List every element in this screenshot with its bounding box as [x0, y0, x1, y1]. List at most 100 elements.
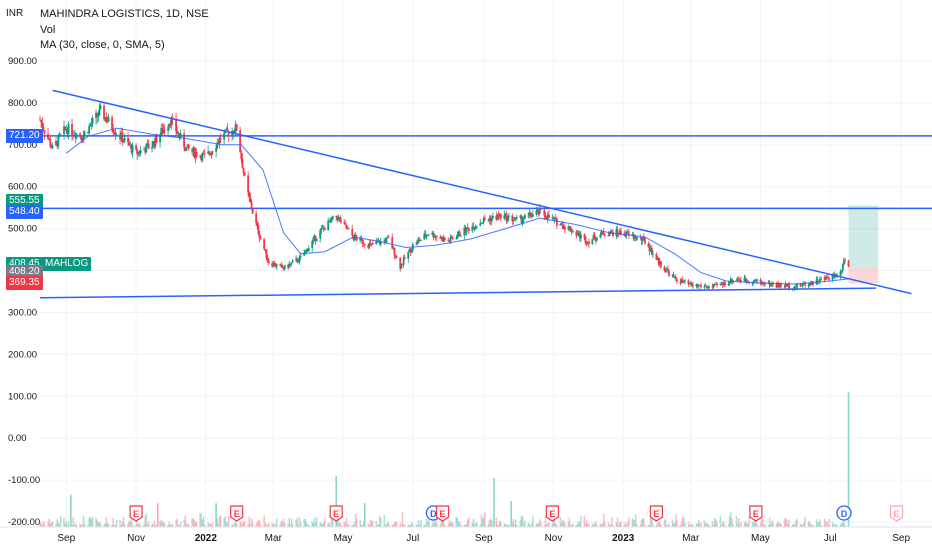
- candle-body: [105, 117, 108, 122]
- volume-bar: [306, 524, 309, 527]
- volume-bar: [464, 524, 467, 527]
- candle-body: [95, 112, 97, 119]
- candle-body: [402, 257, 405, 265]
- price-badge-value: 408.45: [9, 258, 40, 269]
- candle-body: [298, 256, 301, 262]
- dividend-marker[interactable]: D: [836, 505, 852, 521]
- x-tick-label: Jul: [824, 533, 837, 544]
- volume-bar: [42, 521, 45, 527]
- x-tick-label: May: [751, 533, 770, 544]
- symbol-title[interactable]: MAHINDRA LOGISTICS, 1D, NSE: [40, 8, 209, 20]
- volume-bar: [280, 520, 282, 527]
- candle-body: [288, 264, 291, 268]
- candle-body: [339, 218, 342, 223]
- earnings-marker[interactable]: E: [649, 505, 663, 522]
- volume-bar: [128, 520, 130, 527]
- x-axis[interactable]: Sep Nov 2022 Mar May Jul Sep Nov 2023 Mar May Jul Se…: [0, 526, 932, 544]
- candle-body: [640, 237, 643, 241]
- trendlines[interactable]: [39, 89, 912, 299]
- volume-bar: [184, 515, 186, 527]
- candle-body: [369, 243, 372, 245]
- candle-body: [665, 269, 668, 271]
- volume-bar: [779, 522, 781, 527]
- volume-bar: [641, 518, 644, 527]
- candle-body: [256, 222, 259, 227]
- volume-bar: [73, 524, 76, 527]
- candle-body: [311, 241, 314, 249]
- candle-body: [384, 240, 387, 243]
- volume-bar: [524, 520, 526, 527]
- earnings-marker[interactable]: E: [329, 505, 343, 522]
- volume-bar: [187, 524, 190, 527]
- y-tick-label: -100.00: [8, 475, 40, 486]
- candle-body: [303, 253, 306, 256]
- volume-bar: [770, 524, 772, 527]
- volume-bar: [723, 522, 725, 527]
- candle-body: [410, 249, 413, 253]
- volume-bar: [105, 517, 108, 527]
- candle-body: [352, 235, 355, 240]
- volume-bar: [608, 524, 611, 527]
- candle-body: [370, 243, 373, 244]
- candle-body: [434, 236, 437, 238]
- volume-bar: [137, 523, 140, 527]
- candle-body: [505, 213, 508, 222]
- candle-body: [674, 276, 677, 280]
- volume-bar: [499, 520, 501, 527]
- long-position-tool[interactable]: [848, 205, 879, 284]
- volume-bar: [665, 524, 668, 527]
- candle-body: [575, 231, 578, 236]
- x-tick-label: Sep: [475, 533, 493, 544]
- volume-bar: [657, 521, 660, 527]
- volume-bar: [131, 524, 134, 527]
- volume-bar: [240, 522, 242, 527]
- candle-body: [498, 214, 501, 217]
- volume-bar: [51, 521, 54, 527]
- volume-bar: [612, 524, 614, 527]
- volume-bar: [673, 523, 676, 527]
- horizontal-lines[interactable]: [40, 135, 932, 210]
- candle-body: [759, 279, 762, 283]
- candle-body: [168, 123, 171, 128]
- volume-bar: [153, 521, 156, 527]
- earnings-marker[interactable]: E: [230, 505, 244, 522]
- volume-bar: [346, 524, 349, 527]
- candle-body: [495, 215, 498, 220]
- earnings-marker[interactable]: E: [749, 505, 763, 522]
- volume-bar: [483, 517, 485, 527]
- ma-indicator-label[interactable]: MA (30, close, 0, SMA, 5): [40, 39, 165, 51]
- volume-bar: [257, 519, 260, 527]
- earnings-marker[interactable]: E: [129, 505, 143, 522]
- candle-body: [831, 274, 834, 280]
- volume-indicator-label[interactable]: Vol: [40, 24, 56, 36]
- candle-body: [482, 218, 485, 223]
- volume-bar: [219, 515, 222, 527]
- volume-bar: [521, 516, 524, 527]
- candle-body: [345, 224, 348, 229]
- volume-bar: [647, 524, 650, 527]
- volume-bar: [500, 522, 502, 527]
- candle-body: [756, 279, 758, 282]
- volume-bar: [337, 517, 340, 527]
- y-axis[interactable]: 900.00800.00700.00600.00500.00400.00300.…: [8, 56, 40, 528]
- volume-bar: [707, 524, 709, 527]
- volume-bar: [121, 521, 124, 527]
- earnings-marker[interactable]: E: [889, 505, 904, 522]
- earnings-marker[interactable]: E: [435, 505, 450, 522]
- candle-body: [535, 211, 538, 215]
- candle-body: [147, 143, 150, 149]
- candle-body: [249, 197, 252, 203]
- volume-bar: [370, 520, 373, 527]
- volume-bar: [328, 522, 331, 527]
- event-marker-label: D: [841, 509, 848, 519]
- volume-bar: [59, 515, 62, 527]
- candle-body: [75, 133, 78, 138]
- earnings-marker[interactable]: E: [545, 505, 559, 522]
- volume-bar: [81, 524, 84, 527]
- volume-bar: [439, 524, 441, 527]
- volume-bar: [242, 521, 245, 527]
- volume-bar: [43, 523, 46, 527]
- volume-bar: [679, 524, 682, 527]
